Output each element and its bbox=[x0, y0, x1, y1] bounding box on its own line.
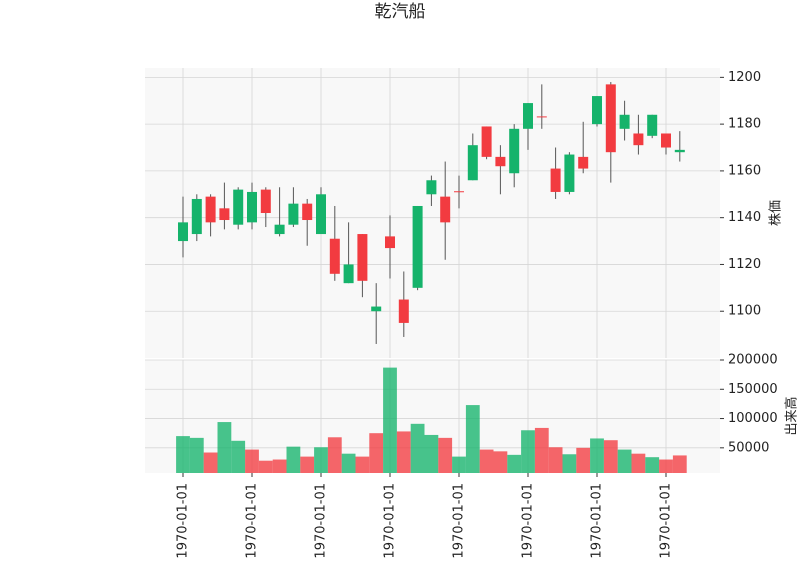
candle-body bbox=[509, 128, 520, 174]
candle-body bbox=[481, 126, 492, 157]
candle-body bbox=[633, 133, 644, 146]
x-tick-label: 1970-01-01 bbox=[314, 483, 329, 559]
candle-body bbox=[357, 234, 368, 281]
volume-bar bbox=[369, 433, 384, 473]
volume-bar bbox=[300, 456, 315, 473]
volume-bar bbox=[410, 423, 425, 473]
candle-body bbox=[536, 116, 547, 118]
volume-bar bbox=[286, 446, 301, 473]
volume-tick-label: 100000 bbox=[728, 411, 778, 426]
candle-body bbox=[578, 156, 589, 169]
volume-bar bbox=[590, 438, 604, 473]
volume-bar bbox=[203, 452, 218, 473]
candle-body bbox=[605, 84, 616, 153]
volume-bar bbox=[438, 437, 453, 473]
candle-body bbox=[343, 264, 354, 284]
x-tick-label: 1970-01-01 bbox=[176, 483, 191, 559]
candle-body bbox=[495, 156, 506, 167]
candle-body bbox=[454, 191, 464, 193]
candle-body bbox=[647, 114, 658, 136]
volume-bar bbox=[562, 454, 577, 473]
candle-body bbox=[564, 154, 575, 192]
volume-bar bbox=[672, 455, 687, 473]
volume-bar bbox=[341, 453, 356, 473]
candle-body bbox=[523, 103, 533, 129]
volume-bar bbox=[479, 449, 494, 473]
volume-bar bbox=[507, 454, 522, 473]
candle-body bbox=[191, 198, 202, 235]
volume-bar bbox=[521, 430, 535, 473]
volume-bar bbox=[258, 460, 273, 473]
candle-body bbox=[205, 196, 216, 223]
candle-body bbox=[329, 238, 340, 274]
x-tick-label: 1970-01-01 bbox=[452, 483, 467, 559]
candle-body bbox=[385, 236, 395, 249]
volume-bar bbox=[617, 449, 632, 473]
x-tick-label: 1970-01-01 bbox=[245, 483, 260, 559]
candle-body bbox=[316, 194, 326, 235]
volume-bar bbox=[576, 447, 591, 473]
x-tick-label: 1970-01-01 bbox=[521, 483, 536, 559]
candle-body bbox=[219, 208, 230, 221]
x-tick-label: 1970-01-01 bbox=[659, 483, 674, 559]
volume-bar bbox=[645, 457, 660, 473]
y-tick-label: 1100 bbox=[728, 304, 761, 319]
volume-bar bbox=[383, 367, 397, 473]
candle-body bbox=[592, 96, 602, 125]
y-axis-label: 株価 bbox=[769, 200, 784, 226]
volume-bar bbox=[424, 434, 439, 473]
volume-bar bbox=[314, 447, 328, 473]
candle-body bbox=[233, 189, 244, 225]
y-tick-label: 1140 bbox=[728, 210, 761, 225]
volume-bar bbox=[452, 456, 466, 473]
candle-body bbox=[260, 189, 271, 213]
volume-bar bbox=[231, 440, 246, 473]
candle-body bbox=[302, 203, 313, 221]
candle-body bbox=[426, 180, 437, 195]
y-tick-label: 1120 bbox=[728, 257, 761, 272]
volume-bar bbox=[245, 449, 259, 473]
x-tick-label: 1970-01-01 bbox=[590, 483, 605, 559]
candle-body bbox=[674, 149, 685, 153]
price-panel bbox=[145, 68, 720, 358]
volume-bar bbox=[189, 437, 204, 473]
volume-bar bbox=[659, 459, 673, 473]
y-tick-label: 1180 bbox=[728, 117, 761, 132]
y-tick-label: 1200 bbox=[728, 70, 761, 85]
volume-tick-label: 50000 bbox=[728, 440, 769, 455]
volume-bar bbox=[493, 451, 508, 473]
volume-bar bbox=[465, 405, 480, 473]
candle-body bbox=[619, 114, 630, 129]
candle-body bbox=[178, 222, 188, 242]
candle-body bbox=[288, 203, 299, 225]
volume-tick-label: 200000 bbox=[728, 353, 778, 368]
chart-title: 乾汽船 bbox=[375, 2, 426, 22]
volume-bar bbox=[217, 422, 232, 473]
candle-body bbox=[550, 168, 561, 192]
y-tick-label: 1160 bbox=[728, 163, 761, 178]
candle-body bbox=[274, 224, 285, 235]
volume-axis-label: 出来高 bbox=[784, 396, 800, 435]
volume-bar bbox=[355, 456, 370, 473]
volume-bar bbox=[396, 431, 411, 473]
volume-bar bbox=[548, 447, 563, 473]
x-tick-label: 1970-01-01 bbox=[383, 483, 398, 559]
candle-body bbox=[398, 299, 409, 323]
volume-bar bbox=[534, 427, 549, 473]
candle-body bbox=[412, 205, 423, 288]
volume-bar bbox=[603, 440, 618, 473]
candle-body bbox=[371, 306, 382, 312]
volume-bar bbox=[176, 436, 190, 473]
candle-body bbox=[440, 196, 451, 223]
volume-tick-label: 150000 bbox=[728, 382, 778, 397]
candle-body bbox=[247, 191, 257, 223]
volume-bar bbox=[631, 453, 646, 473]
candle-body bbox=[467, 145, 478, 181]
candle-body bbox=[661, 133, 671, 148]
volume-bar bbox=[272, 459, 287, 473]
volume-bar bbox=[327, 437, 342, 473]
